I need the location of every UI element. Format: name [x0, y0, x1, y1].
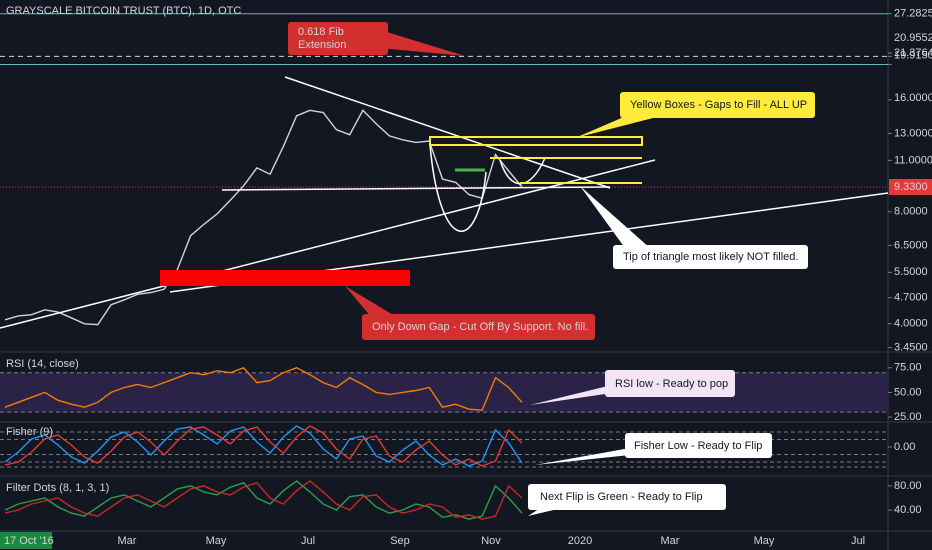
series-line — [4, 480, 523, 520]
x-tick-label: Jul — [301, 535, 315, 547]
y-tick-label: 40.00 — [894, 504, 922, 516]
y-tick-label: 16.0000 — [894, 92, 932, 104]
callout-box — [362, 314, 595, 340]
band — [0, 372, 888, 413]
annotation: Next Flip is Green - Ready to Flip — [540, 491, 703, 503]
series-line — [4, 425, 523, 467]
y-tick-label: 50.00 — [894, 386, 922, 398]
cup-curve — [429, 144, 487, 232]
y-tick-label: 5.5000 — [894, 266, 928, 278]
annotation: Only Down Gap - Cut Off By Support. No f… — [372, 321, 588, 333]
annotation: RSI low - Ready to pop — [615, 378, 728, 390]
callout-box — [288, 22, 388, 55]
callout-arrow — [580, 186, 650, 248]
x-tick-label: 2020 — [568, 535, 592, 547]
trend-line — [284, 76, 611, 189]
annotation: Extension — [298, 39, 346, 51]
callout-arrow — [535, 448, 630, 465]
annotation: Fisher Low - Ready to Flip — [634, 440, 762, 452]
y-tick-label: 8.0000 — [894, 206, 928, 218]
x-tick-label: Sep — [390, 535, 410, 547]
chart-title: GRAYSCALE BITCOIN TRUST (BTC), 1D, OTC — [6, 5, 241, 17]
last-price-label: 9.3300 — [894, 181, 928, 193]
cursor-date-box — [0, 532, 52, 549]
cursor-date: 17 Oct '16 — [4, 535, 54, 547]
down-gap-box — [160, 270, 410, 286]
y-tick-label: 27.2825 — [894, 8, 932, 20]
last-price-box — [889, 178, 932, 195]
callout-box — [625, 433, 772, 458]
series-line — [4, 425, 523, 467]
plot-area: 27.2825 21.3764 20.9552 19.9150 16.0000 13.00… — [0, 8, 932, 520]
x-tick-label: Nov — [481, 535, 501, 547]
gap-boxes — [429, 136, 643, 184]
callout-arrow — [380, 30, 465, 56]
y-tick-label: 13.0000 — [894, 127, 932, 139]
panel-title: RSI (14, close) — [6, 358, 79, 370]
x-tick-label: May — [206, 535, 227, 547]
callout-box — [620, 92, 815, 118]
x-tick-label: Mar — [118, 535, 137, 547]
y-tick-label: 4.0000 — [894, 318, 928, 330]
callout-arrow — [530, 385, 612, 405]
y-tick-label: 80.00 — [894, 480, 922, 492]
y-tick-label: 20.9552 — [894, 32, 932, 44]
trend-line — [0, 159, 656, 329]
y-tick-label: 25.00 — [894, 411, 922, 423]
y-tick-label: 4.7000 — [894, 292, 928, 304]
series-line — [4, 109, 523, 326]
panel-title: Fisher (9) — [6, 426, 53, 438]
y-tick-label: 75.00 — [894, 362, 922, 374]
callout-arrow — [345, 286, 395, 318]
x-tick-label: Mar — [661, 535, 680, 547]
callout-box — [605, 370, 735, 397]
annotation: 0.618 Fib — [298, 26, 344, 38]
y-tick-label: 21.3764 — [894, 47, 932, 59]
y-tick-label: 11.0000 — [894, 154, 932, 166]
series-line — [4, 480, 523, 520]
x-tick-label: May — [754, 535, 775, 547]
callout-box — [528, 484, 726, 510]
annotations: 0.618 Fib Extension Yellow Boxes - Gaps … — [288, 22, 815, 516]
x-tick-label: Jul — [851, 535, 865, 547]
y-tick-label: 3.4500 — [894, 342, 928, 354]
annotation: Tip of triangle most likely NOT filled. — [623, 251, 798, 263]
series-line — [4, 366, 523, 411]
y-tick-label: 6.5000 — [894, 239, 928, 251]
callout-box — [613, 245, 808, 269]
annotation: Yellow Boxes - Gaps to Fill - ALL UP — [630, 99, 807, 111]
y-tick-label: 0.00 — [894, 441, 915, 453]
gap-box — [429, 136, 643, 146]
y-tick-label: 19.9150 — [894, 49, 932, 61]
panel-title: Filter Dots (8, 1, 3, 1) — [6, 482, 109, 494]
